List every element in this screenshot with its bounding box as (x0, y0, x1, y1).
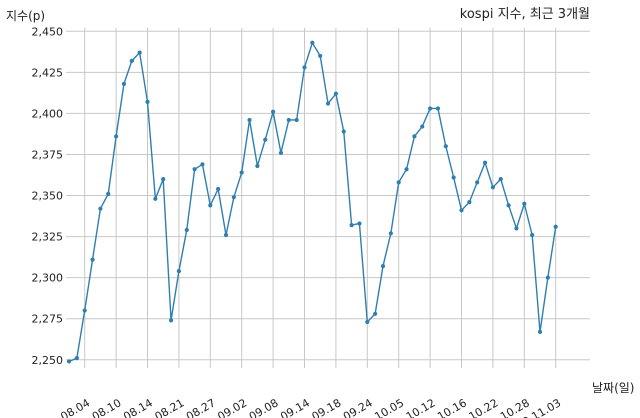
data-point (333, 91, 338, 96)
data-point (66, 359, 72, 364)
y-axis-label: 지수(p) (6, 9, 45, 23)
data-point (475, 180, 480, 185)
data-point (467, 200, 472, 205)
x-tick-label: 10.05 (372, 396, 406, 418)
data-point (428, 106, 433, 111)
data-point (263, 137, 268, 142)
x-axis-ticks: 08.0408.1008.1408.2108.2709.0209.0809.14… (58, 396, 563, 418)
data-point (168, 318, 174, 323)
x-tick-label: 09.08 (247, 396, 281, 418)
x-tick-label: 10.22 (467, 396, 501, 418)
data-point (74, 356, 79, 361)
x-tick-label: 09.14 (278, 396, 312, 418)
x-tick-label: 08.21 (153, 396, 187, 418)
x-tick-label: 09.02 (215, 396, 249, 418)
data-point (161, 177, 166, 182)
data-point (184, 227, 189, 233)
data-point (498, 177, 503, 182)
data-point (412, 134, 417, 139)
x-tick-label: 09.18 (310, 396, 344, 418)
data-point (482, 160, 488, 165)
y-tick-label: 2,250 (32, 354, 64, 367)
data-point (82, 308, 87, 313)
data-point (294, 117, 299, 123)
data-point (404, 167, 409, 172)
data-point (247, 117, 252, 123)
data-point (200, 162, 205, 167)
data-point (325, 101, 331, 106)
y-tick-label: 2,425 (32, 66, 64, 79)
data-point (388, 231, 393, 236)
data-point (435, 106, 441, 111)
data-point (176, 268, 181, 274)
data-point (357, 221, 362, 226)
x-tick-label: 08.27 (184, 396, 218, 418)
data-point (514, 226, 519, 231)
data-point (145, 99, 150, 105)
y-tick-label: 2,375 (32, 148, 64, 161)
y-tick-label: 2,350 (32, 190, 64, 203)
data-point (380, 264, 386, 269)
y-tick-label: 2,325 (32, 231, 64, 244)
data-point (106, 191, 111, 196)
x-tick-label: 08.04 (58, 396, 92, 418)
data-point (506, 203, 511, 208)
data-point (192, 167, 197, 172)
data-point (373, 311, 378, 316)
y-tick-label: 2,450 (32, 25, 64, 38)
data-point (318, 53, 323, 59)
data-point (90, 257, 95, 262)
y-tick-label: 2,400 (32, 107, 64, 120)
data-point (490, 185, 495, 190)
chart-title: kospi 지수, 최근 3개월 (460, 7, 590, 22)
x-tick-label: 10.12 (404, 396, 438, 418)
data-point (530, 232, 535, 238)
data-point (223, 232, 229, 238)
data-point (349, 223, 354, 228)
data-point (278, 150, 284, 155)
y-tick-label: 2,275 (32, 313, 64, 326)
x-tick-label: 08.14 (121, 396, 155, 418)
data-point (114, 134, 119, 139)
data-point (286, 117, 291, 123)
data-point (271, 109, 276, 114)
x-tick-label: 08.10 (90, 396, 124, 418)
data-point (153, 196, 158, 201)
grid-lines (66, 28, 590, 368)
data-point (216, 186, 221, 192)
data-point (98, 206, 103, 211)
y-tick-label: 2,300 (32, 272, 64, 285)
data-point (459, 208, 464, 213)
data-point (537, 329, 543, 334)
data-point (255, 163, 260, 169)
data-point (553, 224, 558, 229)
x-tick-label: 09.24 (341, 396, 375, 418)
data-point (522, 201, 527, 206)
data-point (302, 65, 307, 70)
data-point (137, 50, 142, 55)
data-point (443, 144, 448, 149)
data-point (310, 40, 315, 45)
data-point (420, 124, 425, 129)
data-point (231, 195, 236, 200)
data-point (121, 81, 127, 86)
data-point (129, 58, 134, 63)
kospi-series-line (68, 41, 557, 363)
y-axis-ticks: 2,250 2,275 2,300 2,325 2,350 2,375 2,400 2,425… (32, 25, 64, 367)
data-point (239, 170, 244, 175)
x-axis-label: 날짜(일) (592, 381, 634, 395)
data-point (208, 203, 213, 208)
data-point (545, 275, 550, 280)
data-point (341, 129, 346, 134)
data-point (396, 180, 401, 185)
data-point (365, 319, 370, 325)
x-tick-label: 10.16 (435, 396, 469, 418)
kospi-series (66, 40, 558, 364)
data-point (451, 175, 456, 180)
